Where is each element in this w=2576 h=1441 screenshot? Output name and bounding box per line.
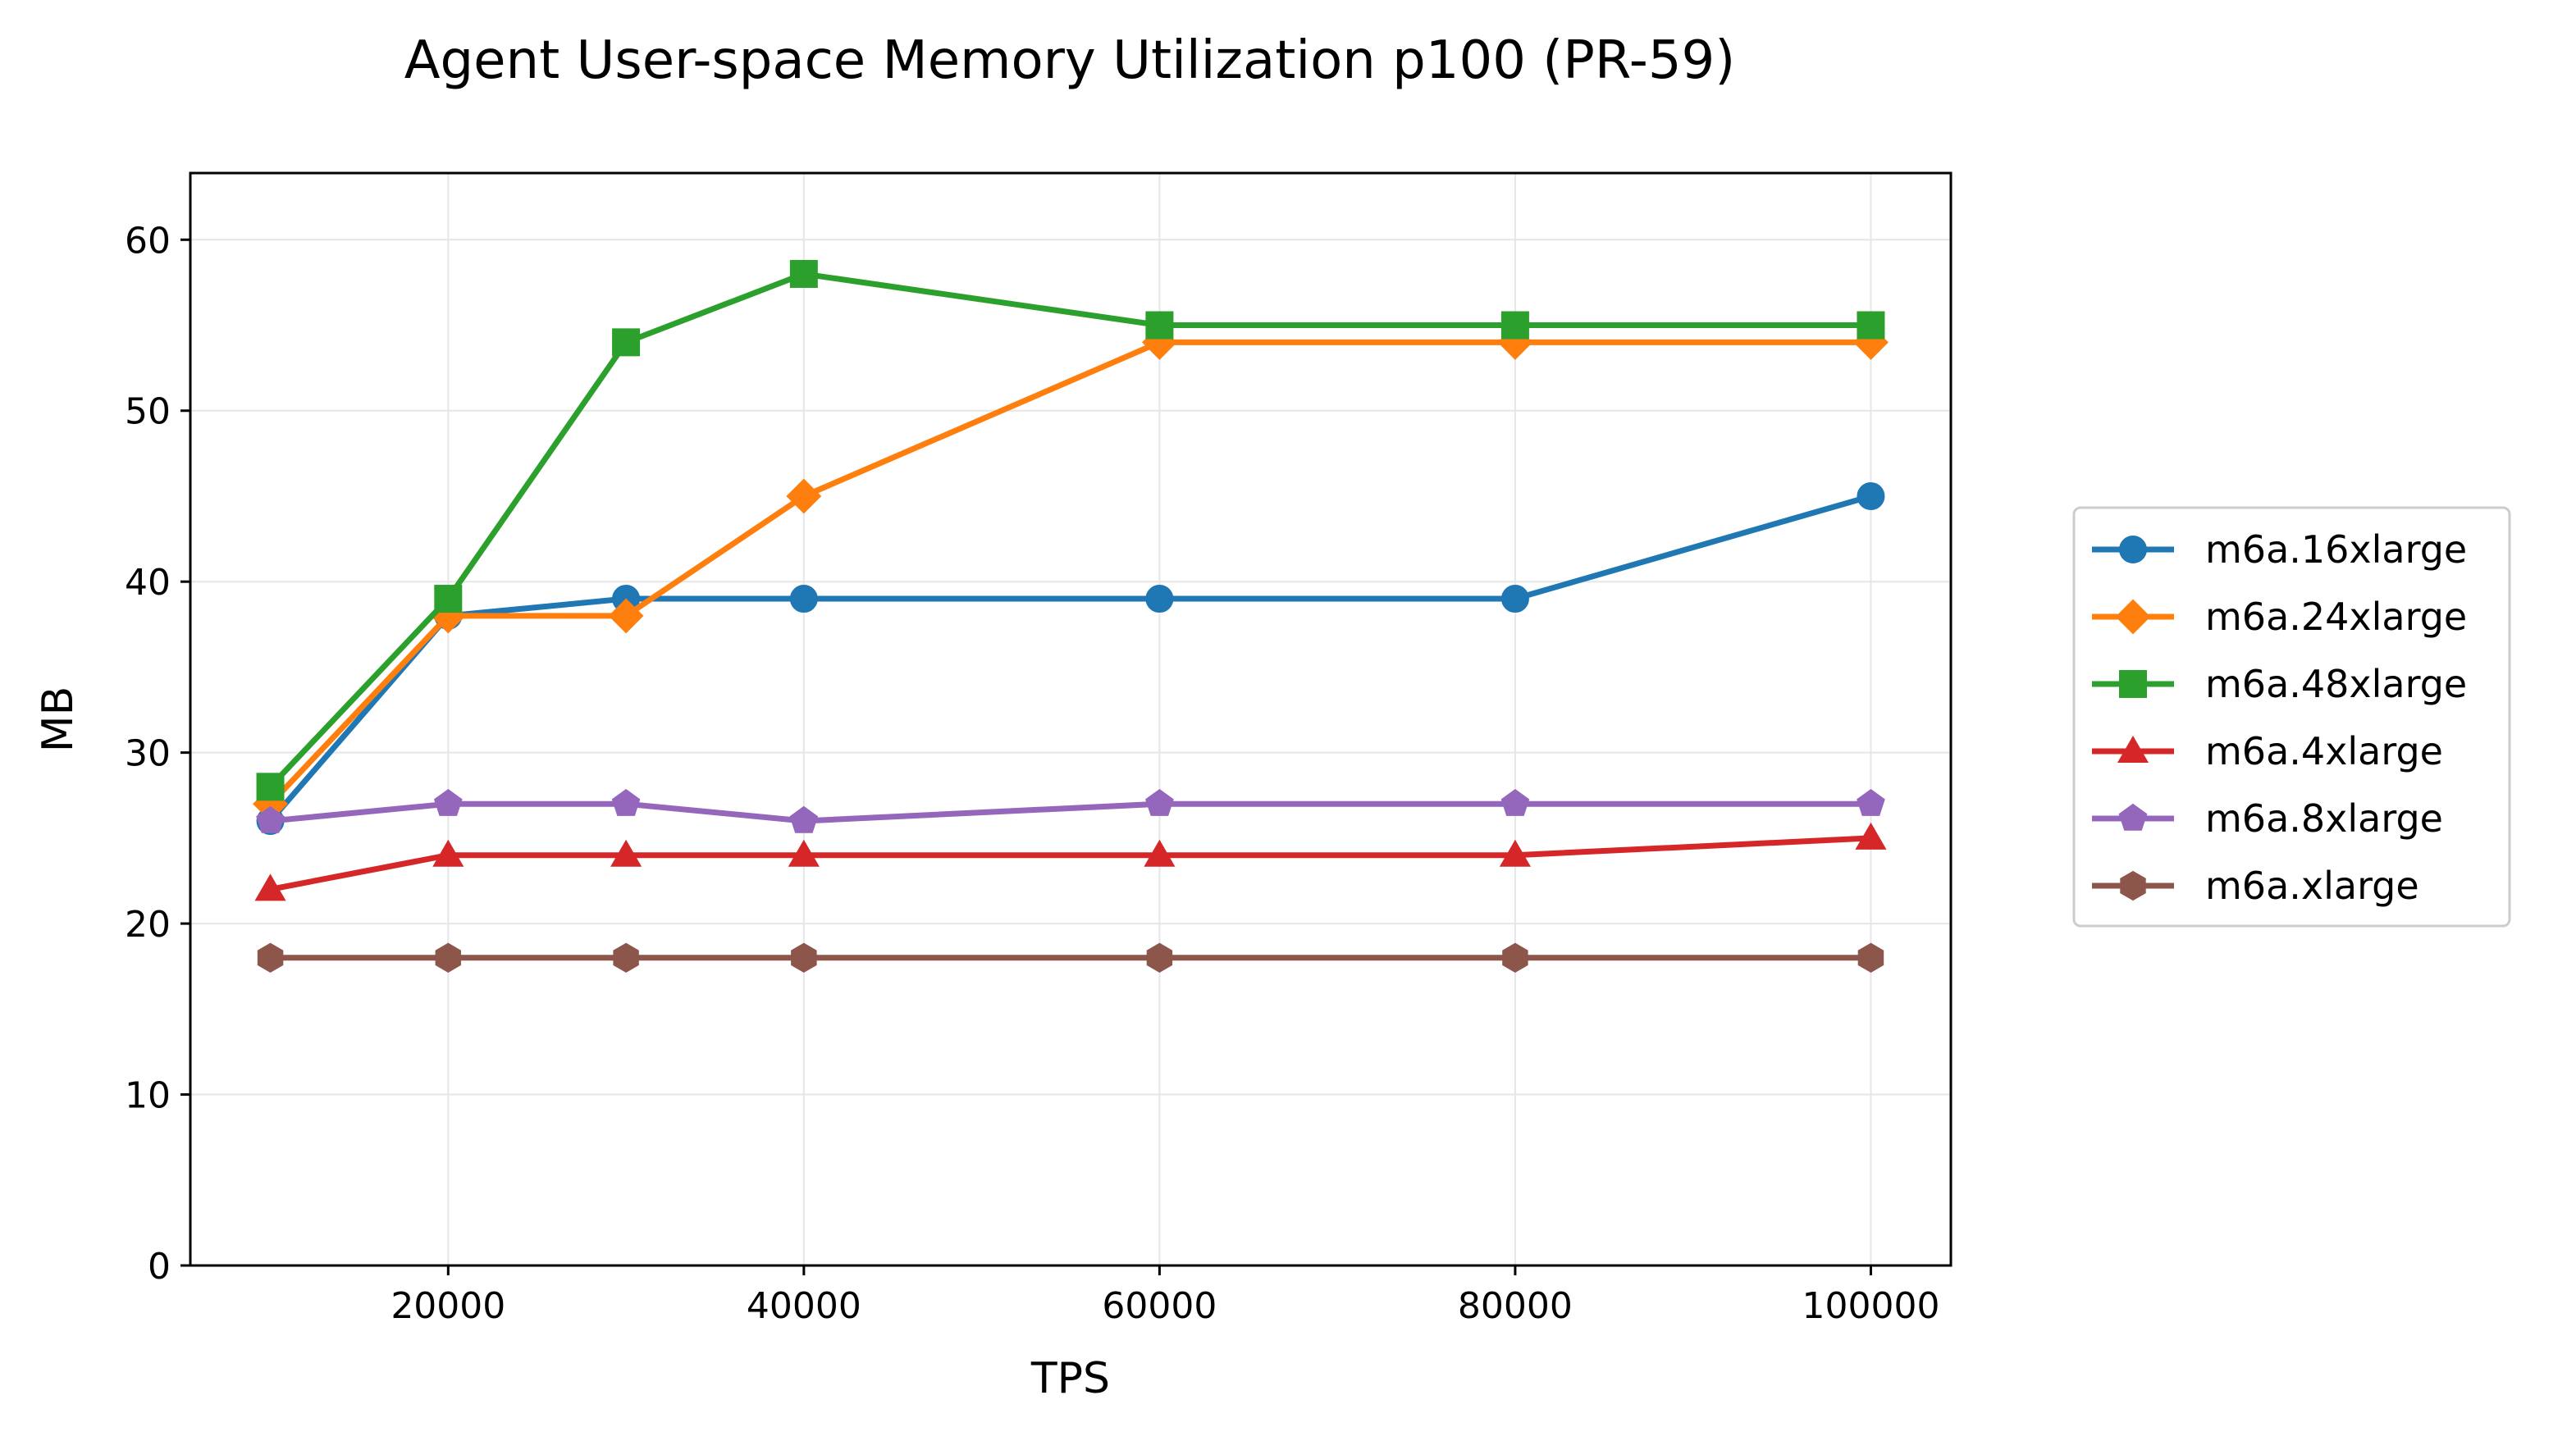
legend-label: m6a.16xlarge [2205, 527, 2467, 572]
data-point [1857, 788, 1885, 816]
legend-item: m6a.48xlarge [2092, 662, 2467, 706]
series-layer [253, 259, 1889, 973]
data-point [1499, 839, 1531, 867]
series-m6a.xlarge [257, 942, 1884, 973]
y-tick-label: 60 [125, 220, 171, 262]
data-point [613, 942, 639, 973]
data-point [789, 585, 818, 613]
data-point [1146, 942, 1173, 973]
x-tick-label: 100000 [1802, 1285, 1939, 1327]
legend-item: m6a.24xlarge [2092, 595, 2467, 639]
plot-frame [189, 171, 1953, 1267]
axis-ticks: 20000 40000 60000 80000 100000 0 10 20 30 40 50 60 [125, 220, 1939, 1327]
legend-label: m6a.xlarge [2205, 864, 2419, 908]
legend-item: m6a.4xlarge [2092, 729, 2443, 773]
data-point [610, 839, 642, 867]
legend-label: m6a.4xlarge [2205, 729, 2443, 773]
data-point [254, 873, 286, 901]
series-m6a.8xlarge [256, 788, 1885, 833]
y-tick-label: 0 [148, 1246, 171, 1288]
data-point [1855, 822, 1887, 850]
y-tick-label: 20 [125, 904, 171, 946]
data-point [256, 805, 285, 833]
legend-label: m6a.48xlarge [2205, 662, 2467, 706]
legend-label: m6a.8xlarge [2205, 796, 2443, 841]
data-point [786, 478, 822, 514]
data-point [1145, 585, 1174, 613]
data-point [789, 805, 819, 833]
data-point [788, 839, 820, 867]
legend-item: m6a.xlarge [2092, 864, 2419, 908]
y-tick-label: 30 [125, 733, 171, 775]
legend-item: m6a.8xlarge [2092, 796, 2443, 841]
data-point [612, 328, 641, 357]
data-point [611, 788, 641, 816]
data-point [432, 839, 464, 867]
data-point [1144, 839, 1176, 867]
data-point [434, 585, 463, 613]
data-point [1857, 942, 1884, 973]
data-point [1500, 788, 1530, 816]
data-point [608, 598, 644, 634]
legend-label: m6a.24xlarge [2205, 595, 2467, 639]
x-axis-label: TPS [1030, 1354, 1110, 1403]
y-tick-label: 40 [125, 562, 171, 604]
legend-marker [2119, 670, 2147, 698]
data-point [433, 788, 463, 816]
data-point [1502, 942, 1528, 973]
data-point [1500, 311, 1529, 340]
data-point [791, 942, 817, 973]
data-point [1857, 311, 1885, 340]
data-point [1500, 585, 1529, 613]
data-point [1145, 788, 1174, 816]
x-tick-label: 20000 [391, 1285, 505, 1327]
x-tick-label: 60000 [1102, 1285, 1217, 1327]
legend-marker [2120, 870, 2146, 901]
x-tick-label: 80000 [1458, 1285, 1573, 1327]
legend-marker [2119, 536, 2147, 563]
y-axis-label: MB [34, 686, 83, 753]
legend-box [2072, 506, 2511, 928]
legend-marker [2115, 599, 2151, 635]
data-point [789, 259, 818, 288]
x-tick-label: 40000 [747, 1285, 861, 1327]
legend-marker [2118, 803, 2148, 831]
data-point [1857, 481, 1885, 510]
chart-title: Agent User-space Memory Utilization p100… [404, 30, 1735, 91]
data-point [257, 942, 284, 973]
y-tick-label: 10 [125, 1075, 171, 1117]
y-tick-label: 50 [125, 391, 171, 433]
legend-item: m6a.16xlarge [2092, 527, 2467, 572]
data-point [435, 942, 461, 973]
data-point [256, 773, 285, 801]
series-m6a.4xlarge [254, 822, 1887, 901]
legend: m6a.16xlarge m6a.24xlarge m6a.48xlarge m6a.… [2072, 506, 2511, 928]
data-point [1145, 311, 1174, 340]
legend-marker [2117, 735, 2149, 763]
series-m6a.48xlarge [256, 259, 1885, 801]
